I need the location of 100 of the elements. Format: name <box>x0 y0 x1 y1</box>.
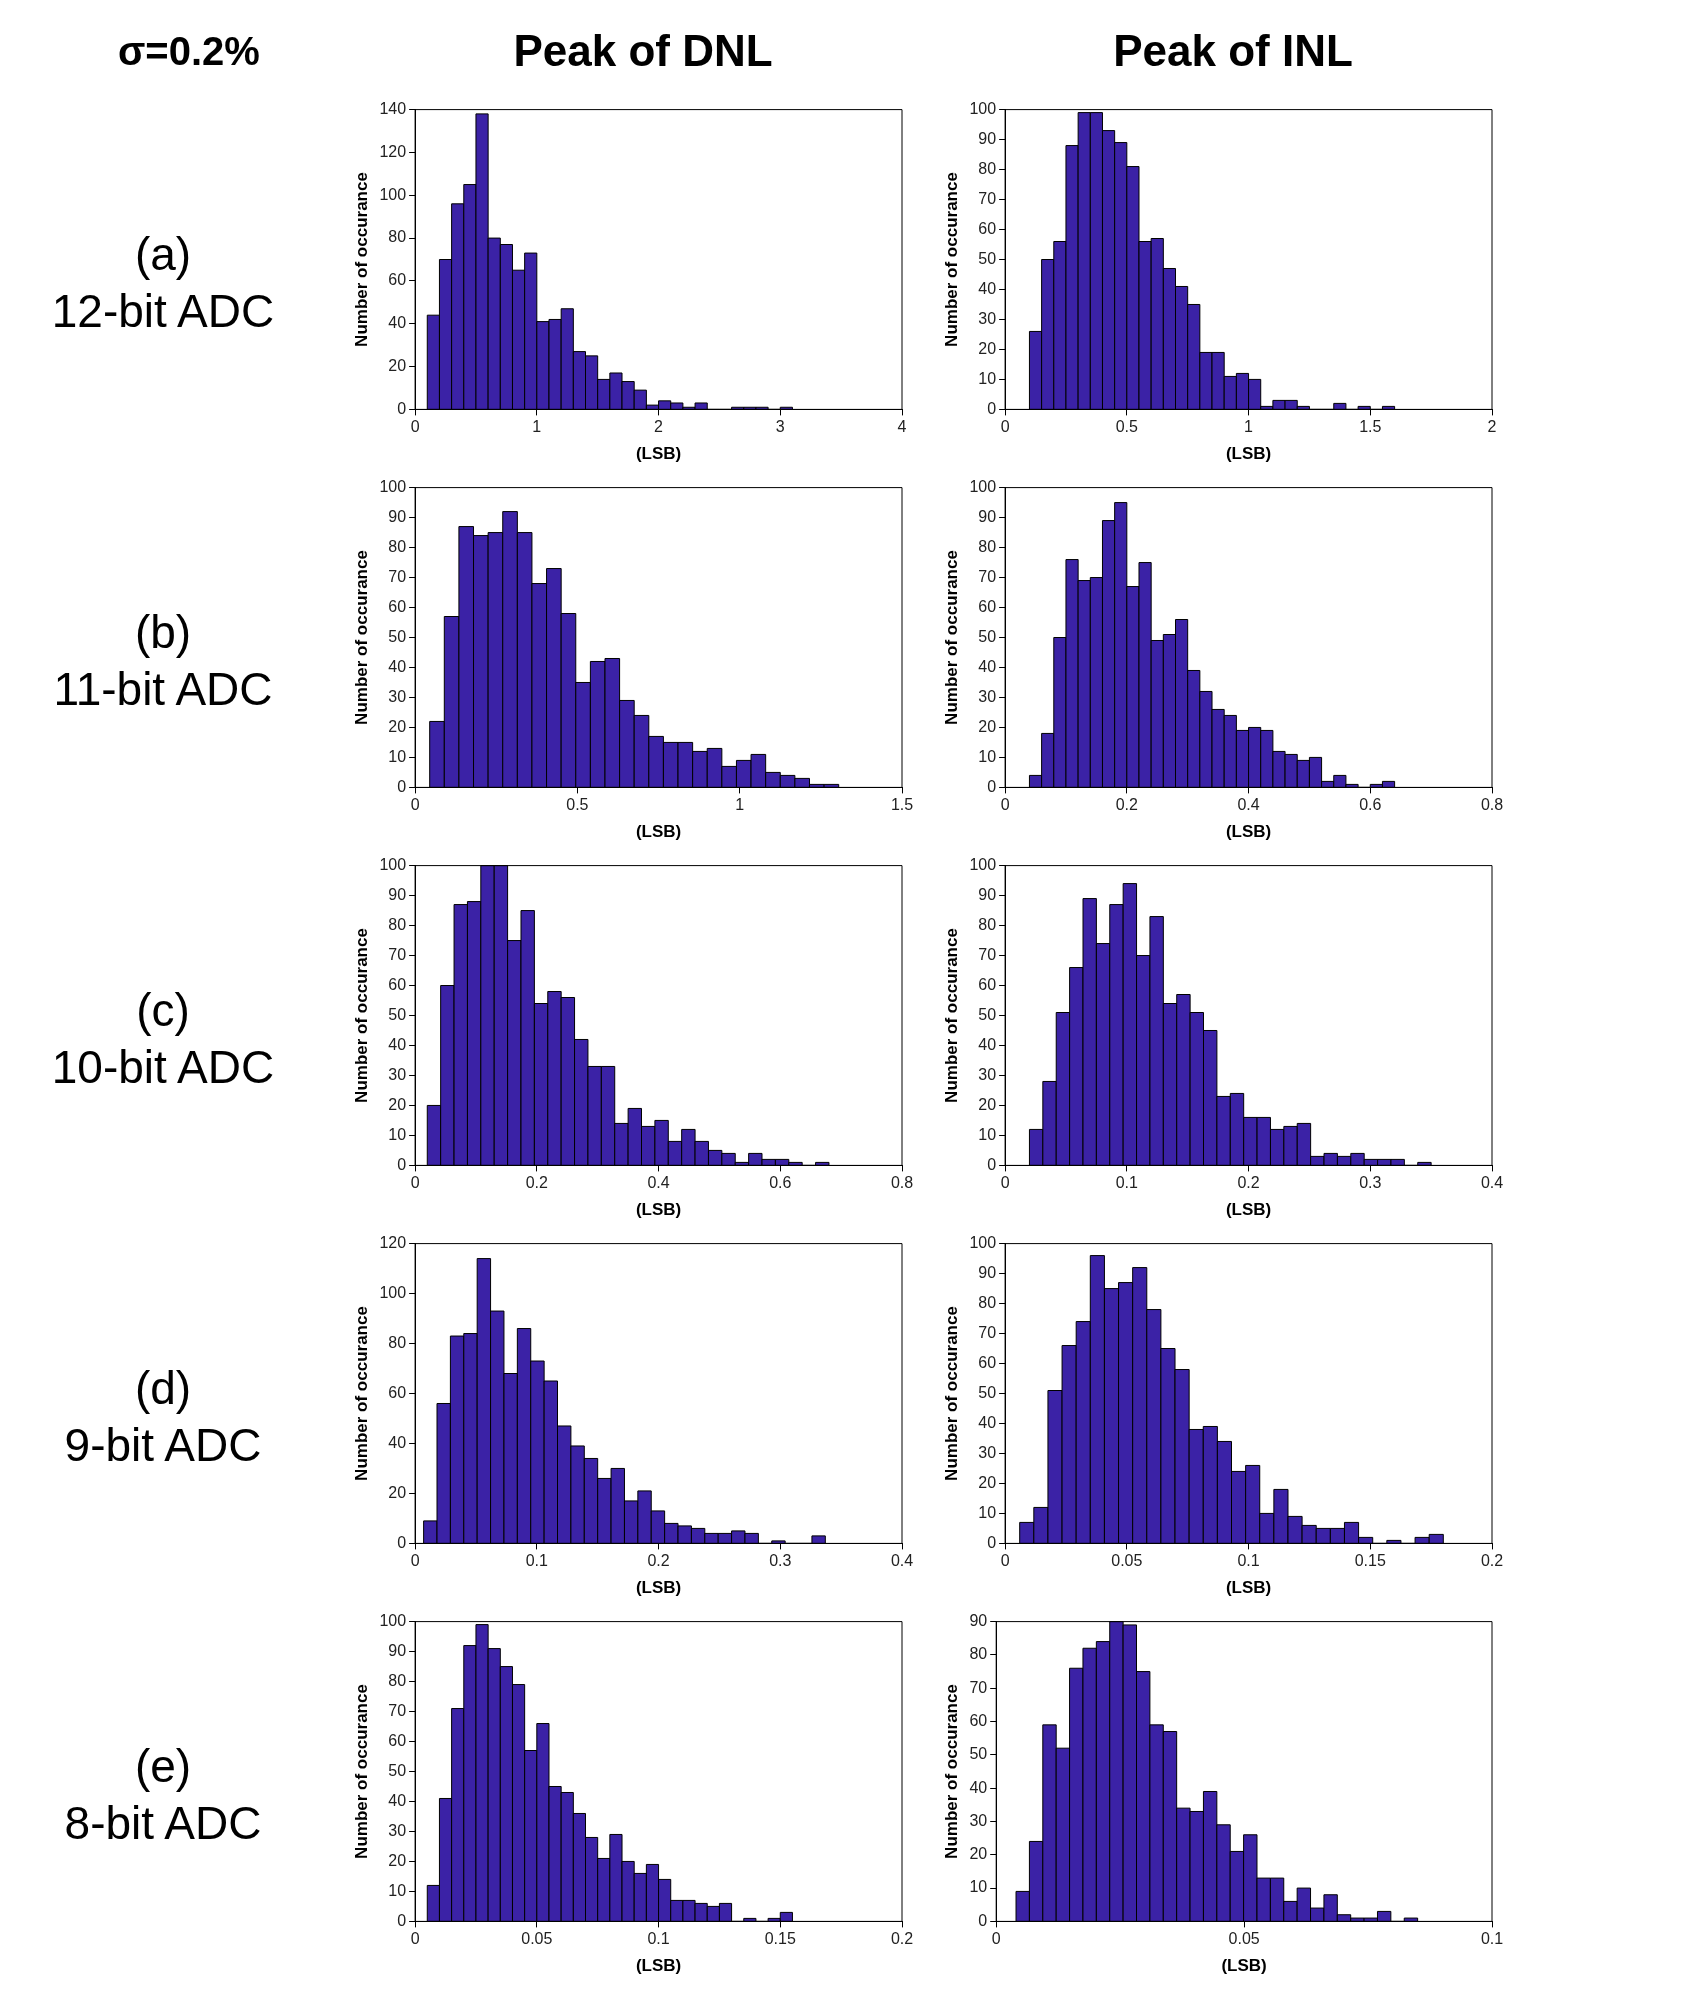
text: (c) <box>135 982 191 1038</box>
y-tick-label: 0 <box>987 777 997 795</box>
y-tick-label: 60 <box>978 975 997 993</box>
y-tick-label: 60 <box>388 1731 407 1749</box>
y-tick-label: 80 <box>978 1293 997 1311</box>
y-tick-label: 20 <box>388 356 407 374</box>
x-tick-label: 0.1 <box>1480 1930 1504 1948</box>
x-tick-label: 0 <box>1000 418 1010 436</box>
y-tick-label: 40 <box>978 1413 997 1431</box>
y-tick-label: 70 <box>978 1323 997 1341</box>
y-tick-label: 100 <box>969 856 997 874</box>
x-tick-label: 0.05 <box>1228 1930 1260 1948</box>
x-tick-label: 1 <box>735 796 745 814</box>
y-tick-label: 20 <box>388 717 407 735</box>
x-tick-label: 0 <box>410 796 420 814</box>
y-tick-label: 100 <box>379 1612 407 1630</box>
y-tick-label: 80 <box>978 537 997 555</box>
y-tick-label: 40 <box>978 657 997 675</box>
y-tick-label: 40 <box>978 1035 997 1053</box>
y-tick-label: 100 <box>379 478 407 496</box>
y-tick-label: 20 <box>978 339 997 357</box>
x-tick-label: 0.05 <box>1111 1552 1143 1570</box>
y-tick-label: 100 <box>969 478 997 496</box>
y-tick-label: 10 <box>978 747 997 765</box>
y-tick-label: 70 <box>388 567 407 585</box>
y-tick-label: 100 <box>969 100 997 118</box>
y-tick-label: 60 <box>978 219 997 237</box>
y-tick-label: 90 <box>388 507 407 525</box>
x-axis-title: (LSB) <box>1225 1200 1272 1220</box>
y-tick-label: 80 <box>388 228 407 246</box>
x-tick-label: 0.8 <box>890 1174 914 1192</box>
y-tick-label: 20 <box>978 1473 997 1491</box>
y-tick-label: 0 <box>397 1155 407 1173</box>
y-tick-label: 80 <box>388 1671 407 1689</box>
x-tick-label: 0 <box>410 1930 420 1948</box>
chart-title: Peak of DNL <box>512 26 774 76</box>
y-tick-label: 80 <box>978 915 997 933</box>
y-tick-label: 30 <box>978 1065 997 1083</box>
y-tick-label: 60 <box>388 271 407 289</box>
y-tick-label: 30 <box>978 309 997 327</box>
y-tick-label: 70 <box>388 945 407 963</box>
x-tick-label: 3 <box>775 418 785 436</box>
x-tick-label: 1 <box>532 418 542 436</box>
x-tick-label: 1.5 <box>890 796 914 814</box>
x-tick-label: 0 <box>1000 796 1010 814</box>
x-tick-label: 0.2 <box>525 1174 549 1192</box>
x-tick-label: 0.2 <box>647 1552 670 1570</box>
y-tick-label: 60 <box>388 597 407 615</box>
y-tick-label: 70 <box>978 567 997 585</box>
y-tick-label: 40 <box>388 314 407 332</box>
y-axis-title: Number of occurance <box>351 172 371 347</box>
y-tick-label: 0 <box>397 399 407 417</box>
y-tick-label: 80 <box>388 1333 407 1351</box>
y-tick-label: 10 <box>969 1878 988 1896</box>
y-tick-label: 120 <box>379 142 407 160</box>
y-tick-label: 40 <box>388 1433 407 1451</box>
x-tick-label: 0.8 <box>1480 796 1504 814</box>
y-tick-label: 80 <box>388 537 407 555</box>
y-tick-label: 60 <box>388 1383 407 1401</box>
y-tick-label: 50 <box>388 1761 407 1779</box>
y-axis-title: Number of occurance <box>351 550 371 725</box>
y-axis-title: Number of occurance <box>941 1684 961 1859</box>
y-tick-label: 70 <box>969 1678 988 1696</box>
x-tick-label: 0.05 <box>521 1930 553 1948</box>
y-tick-label: 50 <box>388 1005 407 1023</box>
x-tick-label: 0.4 <box>647 1174 670 1192</box>
y-tick-label: 10 <box>388 747 407 765</box>
y-tick-label: 50 <box>969 1745 988 1763</box>
x-tick-label: 0 <box>1000 1174 1010 1192</box>
y-tick-label: 90 <box>388 885 407 903</box>
x-tick-label: 1.5 <box>1359 418 1382 436</box>
x-tick-label: 0.3 <box>1359 1174 1382 1192</box>
y-tick-label: 90 <box>978 885 997 903</box>
y-tick-label: 20 <box>969 1845 988 1863</box>
y-tick-label: 30 <box>388 1065 407 1083</box>
text: 10-bit ADC <box>50 1040 276 1095</box>
y-tick-label: 80 <box>388 915 407 933</box>
x-tick-label: 0 <box>410 418 420 436</box>
x-tick-label: 0.6 <box>769 1174 792 1192</box>
y-axis-title: Number of occurance <box>941 550 961 725</box>
y-tick-label: 60 <box>388 975 407 993</box>
y-axis-title: Number of occurance <box>941 928 961 1103</box>
y-tick-label: 50 <box>978 1383 997 1401</box>
y-tick-label: 50 <box>978 627 997 645</box>
y-tick-label: 60 <box>978 1353 997 1371</box>
x-tick-label: 0.2 <box>890 1930 914 1948</box>
text: 12-bit ADC <box>50 284 276 339</box>
x-tick-label: 0.2 <box>1115 796 1139 814</box>
text: σ=0.2% <box>117 28 261 74</box>
x-tick-label: 0 <box>410 1174 420 1192</box>
text: (b) <box>133 604 193 660</box>
y-tick-label: 100 <box>969 1234 997 1252</box>
x-tick-label: 0.1 <box>1115 1174 1139 1192</box>
y-tick-label: 30 <box>978 687 997 705</box>
y-tick-label: 100 <box>379 1283 407 1301</box>
y-tick-label: 50 <box>978 1005 997 1023</box>
x-tick-label: 0.1 <box>525 1552 549 1570</box>
chart-title: Peak of INL <box>1112 26 1354 76</box>
y-tick-label: 80 <box>978 159 997 177</box>
y-tick-label: 0 <box>397 1911 407 1929</box>
